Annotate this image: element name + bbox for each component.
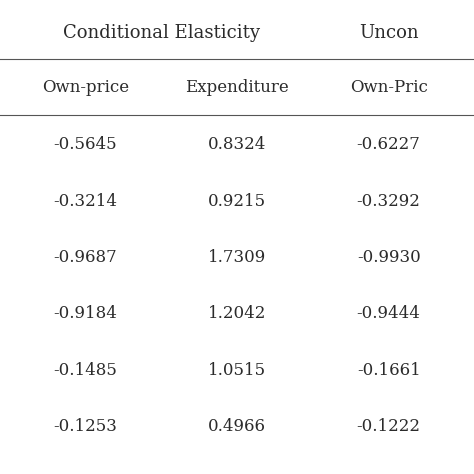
Text: -0.3292: -0.3292 <box>357 192 420 210</box>
Text: 1.2042: 1.2042 <box>208 305 266 322</box>
Text: -0.9444: -0.9444 <box>357 305 420 322</box>
Text: Own-Pric: Own-Pric <box>350 79 428 96</box>
Text: Own-price: Own-price <box>42 79 129 96</box>
Text: Uncon: Uncon <box>359 24 419 42</box>
Text: -0.6227: -0.6227 <box>357 136 420 153</box>
Text: -0.3214: -0.3214 <box>53 192 118 210</box>
Text: Conditional Elasticity: Conditional Elasticity <box>63 24 260 42</box>
Text: -0.1485: -0.1485 <box>54 362 117 379</box>
Text: -0.1253: -0.1253 <box>54 419 117 435</box>
Text: 0.8324: 0.8324 <box>208 136 266 153</box>
Text: 0.9215: 0.9215 <box>208 192 266 210</box>
Text: -0.9687: -0.9687 <box>54 249 117 266</box>
Text: 1.0515: 1.0515 <box>208 362 266 379</box>
Text: 0.4966: 0.4966 <box>208 419 266 435</box>
Text: -0.9930: -0.9930 <box>357 249 420 266</box>
Text: Expenditure: Expenditure <box>185 79 289 96</box>
Text: -0.9184: -0.9184 <box>54 305 117 322</box>
Text: -0.5645: -0.5645 <box>54 136 117 153</box>
Text: -0.1661: -0.1661 <box>357 362 420 379</box>
Text: 1.7309: 1.7309 <box>208 249 266 266</box>
Text: -0.1222: -0.1222 <box>356 419 421 435</box>
